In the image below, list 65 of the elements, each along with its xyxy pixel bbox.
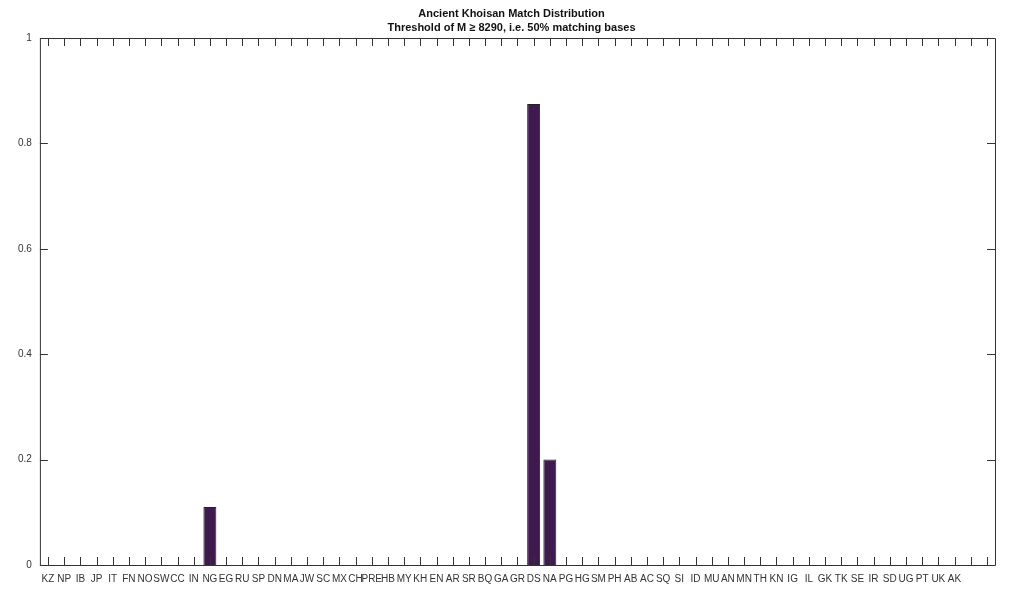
x-tick-label: TH — [753, 572, 767, 584]
x-tick-label: CC — [170, 572, 185, 584]
x-tick-label: JW — [299, 572, 315, 584]
x-tick-label: NA — [542, 572, 558, 584]
x-tick-label: MU — [703, 572, 720, 584]
x-tick-label: GA — [494, 572, 509, 584]
x-tick-label: DN — [267, 572, 282, 584]
x-tick-label: IN — [188, 572, 199, 584]
x-tick-label: DS — [526, 572, 541, 584]
x-tick-label: EG — [218, 572, 234, 584]
x-tick-label: MA — [283, 572, 299, 584]
x-tick-label: UG — [898, 572, 914, 584]
x-tick-label: SP — [251, 572, 266, 584]
x-tick-label: PG — [558, 572, 574, 584]
y-tick-label: 0.2 — [18, 453, 33, 465]
x-tick-label: MN — [736, 572, 752, 584]
chart-subtitle: Threshold of M ≥ 8290, i.e. 50% matching bases — [387, 21, 636, 33]
y-tick-label: 1 — [26, 31, 33, 43]
x-tick-label: SE — [850, 572, 865, 584]
x-tick-label: TK — [834, 572, 848, 584]
x-tick-label: MX — [331, 572, 348, 584]
x-tick-label: ID — [690, 572, 701, 584]
x-tick-label: GR — [509, 572, 525, 584]
x-tick-label: HB — [380, 572, 396, 584]
y-tick-label: 0.8 — [18, 137, 33, 149]
x-tick-label: PH — [607, 572, 622, 584]
x-tick-label: PRE — [361, 572, 383, 584]
x-tick-label: EN — [429, 572, 444, 584]
x-tick-label: IT — [108, 572, 118, 584]
x-tick-label: PT — [915, 572, 929, 584]
x-tick-label: IR — [868, 572, 879, 584]
x-tick-label: KH — [413, 572, 428, 584]
x-tick-label: AC — [640, 572, 654, 584]
x-tick-label: MY — [396, 572, 412, 584]
x-tick-label: NO — [137, 572, 153, 584]
x-tick-label: IL — [804, 572, 814, 584]
x-tick-label: BQ — [477, 572, 493, 584]
x-tick-label: AK — [947, 572, 962, 584]
x-tick-label: AB — [624, 572, 638, 584]
x-tick-label: FN — [122, 572, 136, 584]
x-tick-label: JP — [90, 572, 103, 584]
x-tick-label: AN — [720, 572, 735, 584]
x-tick-label: SC — [316, 572, 331, 584]
y-tick-label: 0 — [26, 558, 33, 570]
x-tick-label: KZ — [41, 572, 55, 584]
x-tick-label: IB — [75, 572, 86, 584]
x-tick-label: CH — [348, 572, 363, 584]
y-tick-label: 0.4 — [18, 347, 33, 359]
x-tick-label: SR — [461, 572, 476, 584]
y-tick-label: 0.6 — [18, 242, 33, 254]
x-tick-label: SQ — [655, 572, 671, 584]
x-tick-label: SW — [153, 572, 170, 584]
x-tick-label: SI — [674, 572, 685, 584]
x-tick-label: UK — [931, 572, 946, 584]
x-tick-label: NG — [202, 572, 218, 584]
x-tick-label: HG — [574, 572, 590, 584]
x-tick-label: SM — [590, 572, 606, 584]
x-tick-label: SD — [882, 572, 897, 584]
x-tick-label: RU — [235, 572, 250, 584]
x-tick-label: AR — [445, 572, 460, 584]
x-tick-label: NP — [57, 572, 72, 584]
x-tick-label: GK — [817, 572, 833, 584]
chart-title: Ancient Khoisan Match Distribution — [417, 6, 606, 20]
x-tick-label: KN — [769, 572, 784, 584]
x-tick-label: IG — [787, 572, 799, 584]
